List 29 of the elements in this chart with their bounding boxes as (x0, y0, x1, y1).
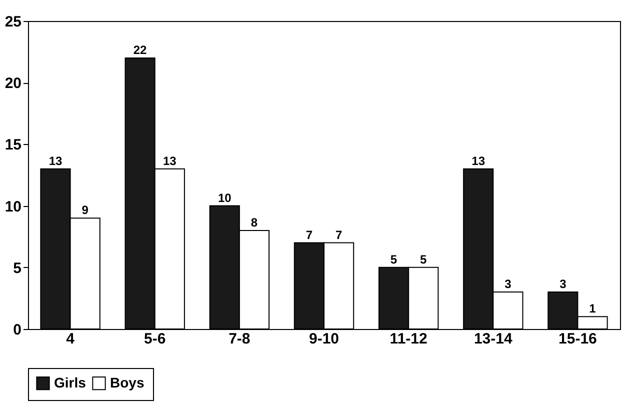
x-tick-label: 5-6 (144, 330, 166, 348)
x-tick-label: 9-10 (308, 330, 340, 348)
y-tick-label: 25 (4, 14, 22, 30)
x-tick-label: 15-16 (558, 330, 597, 348)
data-label: 1 (589, 302, 596, 316)
x-tick-label: 7-8 (228, 330, 250, 348)
data-label: 10 (218, 190, 232, 205)
data-label: 5 (420, 252, 428, 266)
y-tick-label: 15 (4, 136, 22, 154)
data-label: 13 (472, 154, 486, 168)
data-label: 8 (250, 215, 258, 230)
y-tick-label: 10 (4, 198, 22, 216)
x-tick-label: 4 (66, 330, 76, 348)
y-tick-label: 5 (13, 260, 22, 277)
data-label: 9 (82, 203, 89, 218)
data-label: 7 (335, 228, 342, 242)
y-tick-label: 0 (13, 322, 22, 338)
data-label: 3 (560, 277, 567, 292)
data-label: 13 (48, 154, 62, 168)
legend-label: Boys (110, 374, 144, 390)
x-tick-label: 11-12 (390, 330, 428, 348)
data-label: 5 (390, 252, 398, 266)
data-label: 7 (306, 228, 313, 242)
data-label: 22 (133, 42, 148, 57)
data-label: 13 (162, 154, 177, 168)
legend-label: Girls (54, 374, 86, 390)
y-tick-label: 20 (4, 75, 22, 92)
data-label: 3 (504, 277, 512, 292)
x-tick-label: 13-14 (474, 330, 513, 348)
